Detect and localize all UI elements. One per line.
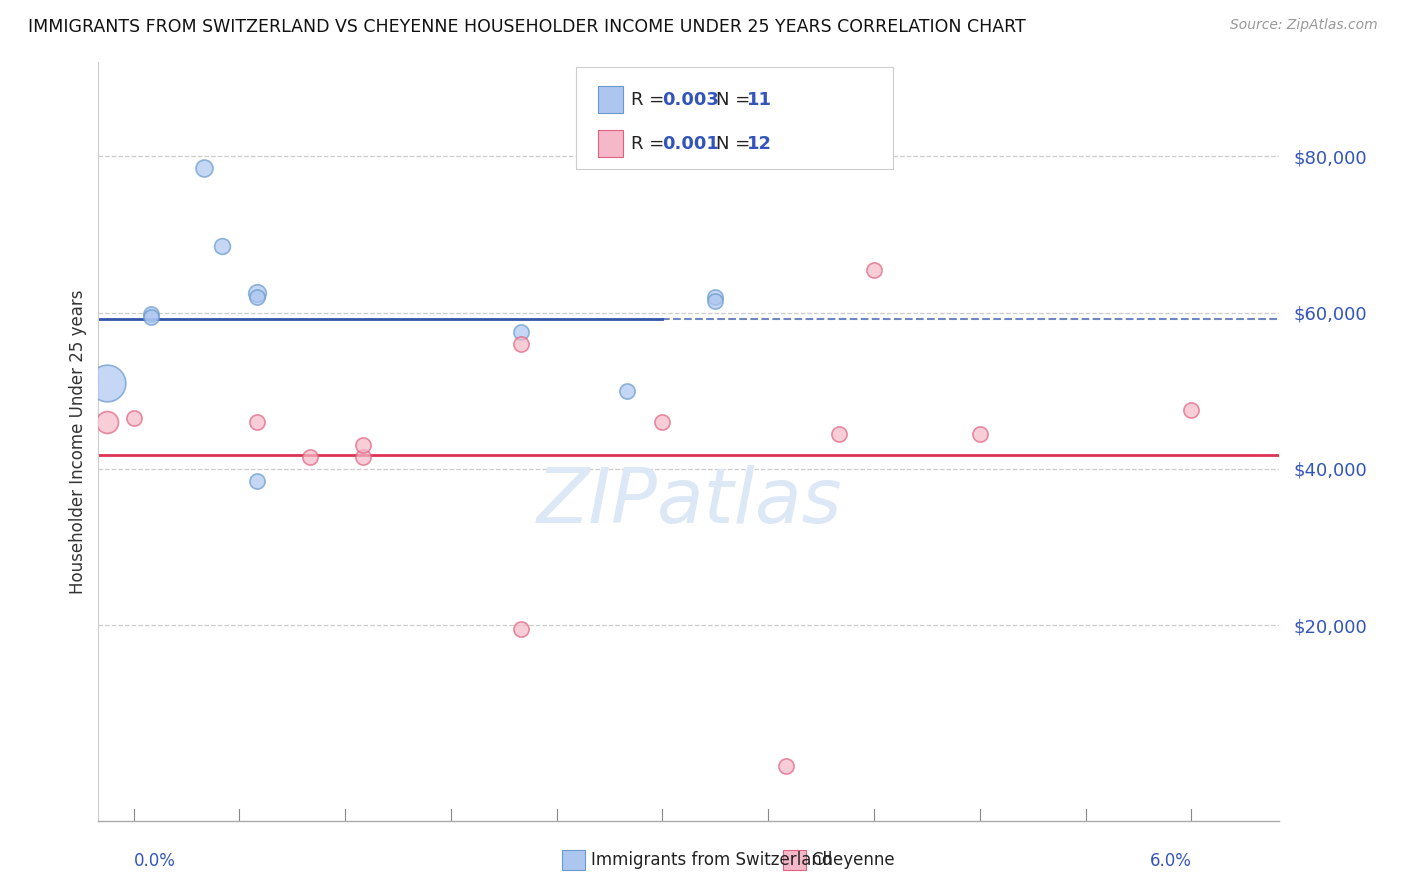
Point (828, 426, 851, 441)
Point (704, 290, 727, 304)
Text: Source: ZipAtlas.com: Source: ZipAtlas.com (1230, 18, 1378, 32)
Text: R =: R = (631, 91, 671, 109)
Y-axis label: Householder Income Under 25 years: Householder Income Under 25 years (69, 289, 87, 594)
Point (863, 262, 886, 277)
Text: 0.0%: 0.0% (134, 852, 176, 870)
Text: Cheyenne: Cheyenne (811, 851, 894, 869)
Text: 6.0%: 6.0% (1150, 852, 1191, 870)
Point (246, 286, 269, 301)
Point (96, 415, 118, 429)
Text: 0.003: 0.003 (662, 91, 718, 109)
Text: 11: 11 (747, 91, 772, 109)
Point (510, 336, 533, 351)
Point (141, 307, 163, 321)
Point (510, 622, 533, 636)
Point (775, 759, 797, 773)
Text: R =: R = (631, 135, 671, 153)
Point (510, 325, 533, 339)
Point (246, 290, 269, 304)
Text: Immigrants from Switzerland: Immigrants from Switzerland (591, 851, 832, 869)
Point (616, 384, 638, 398)
Point (122, 411, 145, 425)
Text: IMMIGRANTS FROM SWITZERLAND VS CHEYENNE HOUSEHOLDER INCOME UNDER 25 YEARS CORREL: IMMIGRANTS FROM SWITZERLAND VS CHEYENNE … (28, 18, 1026, 36)
Point (651, 415, 673, 429)
Point (969, 426, 991, 441)
Text: N =: N = (716, 91, 755, 109)
Point (211, 239, 233, 253)
Point (298, 450, 321, 465)
Point (141, 310, 163, 325)
Point (246, 474, 269, 488)
Text: 0.001: 0.001 (662, 135, 718, 153)
Text: ZIPatlas: ZIPatlas (536, 466, 842, 539)
Point (352, 450, 374, 465)
Text: 12: 12 (747, 135, 772, 153)
Point (96, 376, 118, 390)
Point (1180, 403, 1202, 417)
Text: N =: N = (716, 135, 755, 153)
Point (704, 293, 727, 308)
Point (246, 415, 269, 429)
Point (352, 438, 374, 452)
Point (193, 161, 215, 175)
